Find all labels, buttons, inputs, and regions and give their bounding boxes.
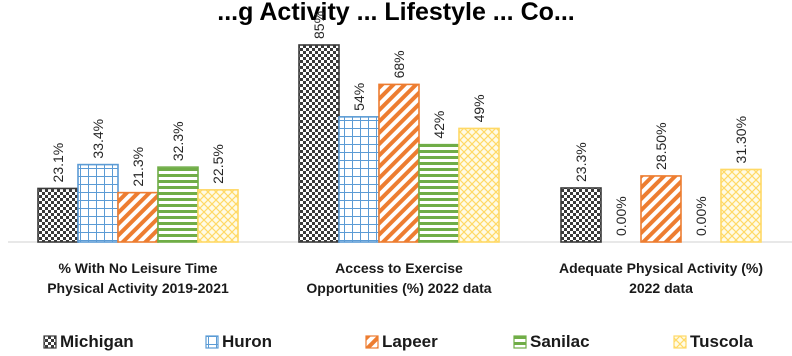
bar-lapeer-1: [117, 191, 159, 243]
bars-group: [37, 44, 762, 243]
data-labels-group: 23.1% 33.4% 21.3% 32.3% 22.5% 85% 54% 68% 42% 49%…: [50, 11, 749, 236]
legend-label-sanilac: Sanilac: [530, 332, 590, 351]
bar-sanilac-2: [418, 143, 460, 243]
category-label-3-line-1: Adequate Physical Activity (%): [559, 260, 763, 276]
data-label-huron-1: 33.4%: [90, 119, 106, 159]
category-label-2-line-2: Opportunities (%) 2022 data: [306, 280, 491, 296]
legend-swatch-huron: [205, 335, 219, 349]
bar-tuscola-2: [458, 127, 500, 243]
data-label-huron-2: 54%: [351, 83, 367, 111]
legend-item-tuscola: Tuscola: [673, 332, 754, 351]
data-label-tuscola-3: 31.30%: [733, 116, 749, 163]
legend-swatch-michigan: [43, 335, 57, 349]
category-label-1-line-2: Physical Activity 2019-2021: [47, 280, 229, 296]
legend-item-michigan: Michigan: [43, 332, 134, 351]
category-label-1-line-1: % With No Leisure Time: [58, 260, 217, 276]
bar-michigan-1: [37, 187, 79, 243]
legend-item-huron: Huron: [205, 332, 272, 351]
bar-sanilac-1: [157, 166, 199, 243]
bar-lapeer-3: [640, 175, 682, 243]
legend: Michigan Huron Lapeer Sanilac Tuscola: [43, 332, 754, 351]
data-label-michigan-1: 23.1%: [50, 143, 66, 183]
category-label-3-line-2: 2022 data: [629, 280, 693, 296]
legend-item-lapeer: Lapeer: [365, 332, 438, 351]
data-label-huron-3: 0.00%: [613, 196, 629, 236]
legend-swatch-sanilac: [513, 335, 527, 349]
legend-label-lapeer: Lapeer: [382, 332, 438, 351]
bar-huron-2: [338, 116, 380, 243]
legend-label-tuscola: Tuscola: [690, 332, 754, 351]
bar-tuscola-1: [197, 189, 239, 243]
legend-label-huron: Huron: [222, 332, 272, 351]
data-label-tuscola-2: 49%: [471, 94, 487, 122]
legend-item-sanilac: Sanilac: [513, 332, 590, 351]
category-labels-group: % With No Leisure Time Physical Activity …: [47, 260, 763, 296]
data-label-lapeer-3: 28.50%: [653, 122, 669, 169]
legend-swatch-lapeer: [365, 335, 379, 349]
data-label-tuscola-1: 22.5%: [210, 144, 226, 184]
bar-lapeer-2: [378, 83, 420, 243]
data-label-lapeer-2: 68%: [391, 50, 407, 78]
chart-title: ...g Activity ... Lifestyle ... Co...: [217, 0, 574, 26]
bar-michigan-3: [560, 187, 602, 243]
data-label-michigan-2: 85%: [311, 11, 327, 39]
bar-tuscola-3: [720, 168, 762, 243]
data-label-lapeer-1: 21.3%: [130, 147, 146, 187]
category-label-2-line-1: Access to Exercise: [335, 260, 463, 276]
legend-label-michigan: Michigan: [60, 332, 134, 351]
data-label-sanilac-2: 42%: [431, 111, 447, 139]
bar-michigan-2: [298, 44, 340, 243]
data-label-sanilac-3: 0.00%: [693, 196, 709, 236]
bar-huron-1: [77, 163, 119, 243]
legend-swatch-tuscola: [673, 335, 687, 349]
data-label-sanilac-1: 32.3%: [170, 121, 186, 161]
data-label-michigan-3: 23.3%: [573, 142, 589, 182]
